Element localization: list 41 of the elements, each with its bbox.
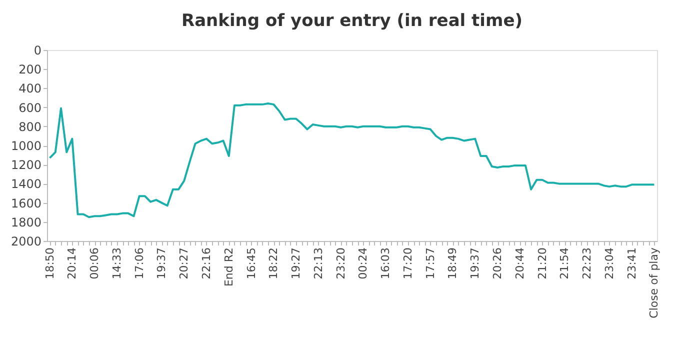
- x-tick-label: 21:20: [536, 248, 549, 280]
- y-tick-label: 1200: [10, 158, 42, 172]
- x-tick-label: 20:44: [513, 248, 526, 280]
- x-tick-label: 18:22: [267, 248, 280, 280]
- x-tick-label: 17:20: [401, 248, 414, 280]
- x-tick-label: 19:37: [155, 248, 168, 280]
- y-tick-label: 600: [18, 100, 42, 115]
- y-tick-label: 800: [18, 120, 42, 134]
- x-tick-label: 00:06: [88, 248, 102, 280]
- x-tick-label: 20:26: [491, 248, 504, 280]
- x-tick-label: 17:57: [424, 248, 437, 280]
- x-tick-label: 23:41: [625, 248, 638, 280]
- x-tick-label: End R2: [222, 248, 236, 287]
- x-tick-label: Close of play: [648, 247, 661, 318]
- y-tick-label: 1400: [10, 177, 42, 192]
- x-tick-label: 14:33: [110, 248, 124, 280]
- x-tick-label: 20:27: [178, 248, 191, 280]
- y-tick-label: 2000: [10, 234, 42, 248]
- chart-title: Ranking of your entry (in real time): [181, 11, 523, 31]
- x-tick-label: 18:50: [43, 248, 56, 280]
- x-tick-label: 23:04: [602, 248, 616, 280]
- y-tick-label: 0: [34, 44, 42, 58]
- x-tick-label: 21:54: [558, 248, 572, 280]
- x-tick-label: 18:49: [446, 248, 460, 280]
- y-tick-label: 1000: [10, 139, 42, 153]
- x-tick-label: 22:23: [580, 248, 594, 280]
- y-tick-label: 1600: [10, 196, 42, 210]
- x-tick-label: 17:06: [132, 248, 146, 280]
- x-tick-label: 22:13: [312, 248, 325, 280]
- x-tick-label: 00:24: [356, 248, 370, 280]
- x-tick-label: 16:45: [244, 248, 258, 280]
- x-tick-label: 16:03: [379, 248, 392, 280]
- y-tick-label: 1800: [10, 215, 42, 230]
- x-tick-label: 19:37: [468, 248, 482, 280]
- x-tick-label: 23:20: [334, 248, 348, 280]
- y-tick-label: 400: [18, 82, 42, 96]
- line-series: [48, 102, 656, 218]
- y-tick-label: 200: [18, 62, 42, 77]
- x-tick-label: 20:14: [66, 248, 79, 280]
- x-tick-label: 22:16: [200, 248, 213, 280]
- x-tick-label: 19:27: [290, 248, 303, 280]
